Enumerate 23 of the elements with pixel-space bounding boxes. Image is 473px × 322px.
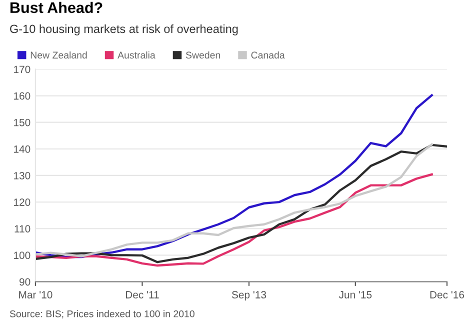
x-tick-label: Sep '13	[232, 291, 266, 300]
y-tick-label: 90	[20, 278, 30, 286]
y-tick-label: 120	[14, 198, 30, 206]
line-series	[35, 173, 433, 267]
source-note: Source: BIS; Prices indexed to 100 in 2010	[10, 310, 194, 318]
line-series	[35, 94, 433, 258]
legend-label: Sweden	[186, 51, 220, 59]
y-tick-label: 130	[14, 172, 30, 180]
x-tick-label: Dec '16	[430, 291, 464, 298]
x-tick-label: Jun '15	[338, 291, 372, 298]
y-tick-label: 150	[14, 118, 30, 126]
y-tick-label: 100	[14, 252, 30, 260]
legend-label: Canada	[251, 51, 285, 59]
legend-label: New Zealand	[30, 51, 87, 59]
x-tick-label: Dec '11	[126, 291, 159, 298]
y-tick-label: 140	[14, 145, 30, 153]
x-tick-label: Mar '10	[19, 291, 52, 298]
y-tick-label: 160	[14, 92, 30, 100]
chart-subtitle: G-10 housing markets at risk of overheating	[10, 24, 238, 36]
legend-label: Australia	[118, 51, 156, 59]
chart-title: Bust Ahead?	[10, 2, 102, 14]
y-tick-label: 110	[14, 225, 30, 232]
y-tick-label: 170	[14, 66, 30, 74]
